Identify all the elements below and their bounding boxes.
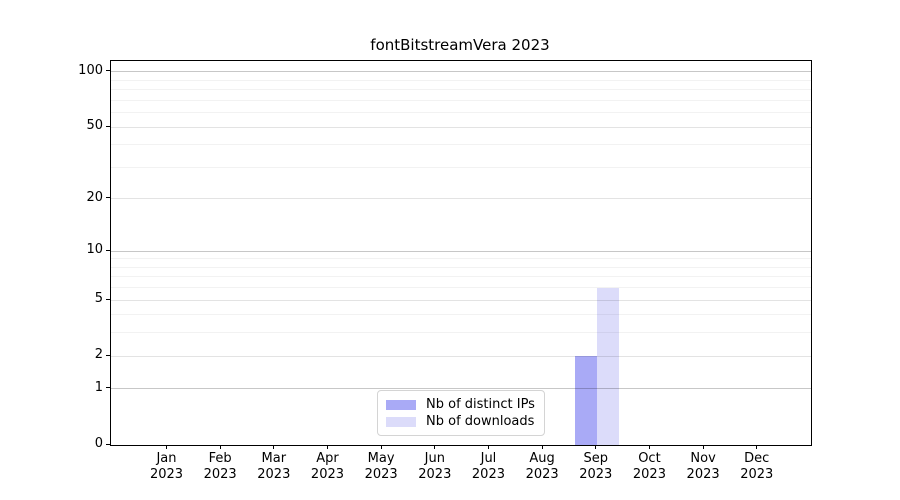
- x-tick-mark-mar: [273, 445, 275, 449]
- gridline-major-10: [111, 250, 811, 252]
- x-tick-label-mar-2023: Mar 2023: [257, 451, 291, 482]
- y-tick-label-20: 20: [86, 189, 103, 205]
- x-tick-label-jun-2023: Jun 2023: [418, 451, 452, 482]
- gridline-minor-70: [111, 99, 811, 101]
- legend-swatch-distinct-ips: [386, 400, 416, 410]
- chart-title: fontBitstreamVera 2023: [370, 36, 550, 54]
- x-tick-label-feb-2023: Feb 2023: [203, 451, 237, 482]
- gridline-minor-40: [111, 144, 811, 146]
- y-tick-label-100: 100: [78, 62, 103, 78]
- x-tick-mark-apr: [326, 445, 328, 449]
- gridline-minor-4: [111, 314, 811, 316]
- y-tick-mark-1: [106, 387, 110, 389]
- gridline-minor-7: [111, 276, 811, 278]
- gridline-minor-90: [111, 79, 811, 81]
- x-tick-label-may-2023: May 2023: [364, 451, 398, 482]
- x-tick-label-nov-2023: Nov 2023: [686, 451, 720, 482]
- legend-label-distinct-ips: Nb of distinct IPs: [426, 397, 535, 412]
- y-tick-mark-5: [106, 298, 110, 300]
- gridline-minor-30: [111, 166, 811, 168]
- x-tick-mark-may: [380, 445, 382, 449]
- gridline-major-100: [111, 71, 811, 73]
- gridline-medium-20: [111, 198, 811, 200]
- gridline-minor-8: [111, 266, 811, 268]
- legend-item-downloads: Nb of downloads: [386, 414, 536, 430]
- gridline-minor-6: [111, 287, 811, 289]
- legend-item-distinct-ips: Nb of distinct IPs: [386, 397, 536, 413]
- x-tick-mark-jun: [434, 445, 436, 449]
- x-tick-label-aug-2023: Aug 2023: [525, 451, 559, 482]
- x-tick-mark-sep: [595, 445, 597, 449]
- y-tick-mark-0: [106, 443, 110, 445]
- x-tick-mark-nov: [702, 445, 704, 449]
- legend-swatch-downloads: [386, 417, 416, 427]
- y-tick-label-1: 1: [94, 379, 103, 395]
- gridline-medium-50: [111, 126, 811, 128]
- x-tick-label-jul-2023: Jul 2023: [471, 451, 505, 482]
- x-tick-mark-jan: [166, 445, 167, 449]
- y-tick-label-0: 0: [94, 436, 103, 451]
- gridline-minor-60: [111, 112, 811, 114]
- y-tick-mark-50: [106, 125, 110, 127]
- bar-nb-of-downloads-sep-2023: [596, 287, 619, 445]
- bar-nb-of-distinct-ips-sep-2023: [574, 356, 597, 445]
- y-tick-label-10: 10: [86, 242, 103, 258]
- x-tick-mark-dec: [756, 445, 758, 449]
- x-tick-mark-jul: [487, 445, 489, 449]
- y-tick-mark-20: [106, 197, 110, 199]
- x-tick-mark-oct: [648, 445, 650, 449]
- gridline-medium-5: [111, 299, 811, 301]
- gridline-minor-9: [111, 258, 811, 260]
- y-tick-label-50: 50: [86, 118, 103, 134]
- x-tick-label-apr-2023: Apr 2023: [310, 451, 345, 482]
- y-tick-label-2: 2: [94, 347, 103, 363]
- gridline-minor-80: [111, 89, 811, 91]
- gridline-major-1: [111, 388, 811, 390]
- gridline-medium-2: [111, 355, 811, 357]
- y-tick-mark-2: [106, 354, 110, 356]
- legend: Nb of distinct IPs Nb of downloads: [377, 390, 545, 436]
- gridline-minor-3: [111, 332, 811, 334]
- legend-label-downloads: Nb of downloads: [426, 414, 535, 429]
- x-tick-label-dec-2023: Dec 2023: [740, 451, 774, 482]
- x-tick-label-sep-2023: Sep 2023: [579, 451, 613, 482]
- x-tick-mark-aug: [541, 445, 543, 449]
- x-tick-label-oct-2023: Oct 2023: [632, 451, 666, 482]
- y-tick-label-5: 5: [94, 291, 103, 307]
- x-tick-mark-feb: [219, 445, 221, 449]
- x-tick-label-jan-2023: Jan 2023: [149, 451, 184, 482]
- plot-area: [110, 60, 812, 446]
- y-tick-mark-10: [106, 249, 110, 251]
- y-tick-mark-100: [106, 70, 110, 72]
